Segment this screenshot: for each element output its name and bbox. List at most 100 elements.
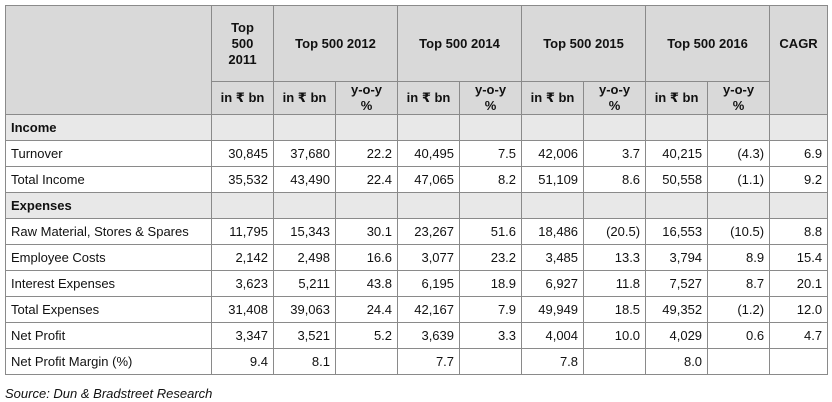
financial-table-container: Top 500 2011 Top 500 2012 Top 500 2014 T…: [5, 5, 829, 375]
table-cell: 8.8: [769, 218, 829, 245]
header-row-years: Top 500 2011 Top 500 2012 Top 500 2014 T…: [5, 5, 829, 82]
table-cell: 40,495: [397, 140, 461, 167]
table-row: Total Income 35,532 43,490 22.4 47,065 8.2 51,…: [5, 166, 829, 193]
table-row: Raw Material, Stores & Spares 11,795 15,34…: [5, 218, 829, 245]
section-title: Income: [5, 114, 212, 141]
table-cell: 15,343: [273, 218, 336, 245]
table-cell: 11.8: [583, 270, 647, 297]
table-cell: 49,949: [521, 296, 585, 323]
header-year-2012: Top 500 2012: [272, 5, 399, 82]
table-cell: (1.2): [707, 296, 771, 323]
header-cagr: CAGR: [769, 5, 829, 82]
financial-summary-table: Top 500 2011 Top 500 2012 Top 500 2014 T…: [5, 5, 829, 375]
table-cell: (4.3): [707, 140, 771, 167]
table-cell: 23.2: [459, 244, 523, 271]
table-cell: 6,927: [521, 270, 585, 297]
table-row: Turnover 30,845 37,680 22.2 40,495 7.5 42,006 3…: [5, 140, 829, 167]
section-empty-cell: [459, 192, 523, 219]
section-row: Expenses: [5, 192, 829, 219]
table-cell: 35,532: [211, 166, 274, 193]
table-cell: 7.8: [521, 348, 585, 375]
section-title: Expenses: [5, 192, 212, 219]
section-empty-cell: [769, 192, 829, 219]
table-cell: 39,063: [273, 296, 336, 323]
table-cell: 3.3: [459, 322, 523, 349]
section-empty-cell: [583, 192, 647, 219]
table-row: Net Profit 3,347 3,521 5.2 3,639 3.3 4,004 10.0…: [5, 322, 829, 349]
section-empty-cell: [397, 192, 461, 219]
table-cell: 42,006: [521, 140, 585, 167]
table-cell: [334, 348, 399, 375]
row-label: Turnover: [5, 140, 212, 167]
source-note: Source: Dun & Bradstreet Research: [5, 386, 213, 401]
row-label: Net Profit Margin (%): [5, 348, 212, 375]
section-empty-cell: [521, 114, 585, 141]
section-empty-cell: [273, 114, 336, 141]
section-empty-cell: [521, 192, 585, 219]
table-row: Total Expenses 31,408 39,063 24.4 42,167 7.9 4…: [5, 296, 829, 323]
table-cell: 23,267: [397, 218, 461, 245]
table-cell: [769, 348, 829, 375]
table-cell: 8.7: [707, 270, 771, 297]
section-empty-cell: [397, 114, 461, 141]
table-cell: [707, 348, 771, 375]
table-cell: 3,639: [397, 322, 461, 349]
table-cell: 8.9: [707, 244, 771, 271]
section-empty-cell: [769, 114, 829, 141]
section-empty-cell: [645, 192, 709, 219]
section-empty-cell: [645, 114, 709, 141]
header-corner: [5, 5, 212, 82]
table-cell: 37,680: [273, 140, 336, 167]
table-row: Interest Expenses 3,623 5,211 43.8 6,195 18.9…: [5, 270, 829, 297]
row-label: Total Income: [5, 166, 212, 193]
yoy-header: y-o-y%: [459, 81, 523, 115]
section-empty-cell: [583, 114, 647, 141]
yoy-header: y-o-y%: [334, 81, 399, 115]
table-cell: 7.5: [459, 140, 523, 167]
table-cell: 9.4: [211, 348, 274, 375]
unit-header: in ₹ bn: [273, 81, 336, 115]
table-cell: 8.0: [645, 348, 709, 375]
table-cell: 5.2: [334, 322, 399, 349]
row-label: Interest Expenses: [5, 270, 212, 297]
header-row-units: in ₹ bn in ₹ bn y-o-y% in ₹ bn y-o-y% in…: [5, 81, 829, 115]
table-cell: 3,623: [211, 270, 274, 297]
table-cell: 43.8: [334, 270, 399, 297]
table-cell: [583, 348, 647, 375]
section-row: Income: [5, 114, 829, 141]
yoy-header: y-o-y%: [707, 81, 771, 115]
section-empty-cell: [707, 192, 771, 219]
table-cell: 47,065: [397, 166, 461, 193]
table-cell: 22.2: [334, 140, 399, 167]
table-cell: 22.4: [334, 166, 399, 193]
unit-header: in ₹ bn: [521, 81, 585, 115]
table-cell: 5,211: [273, 270, 336, 297]
section-empty-cell: [211, 192, 274, 219]
table-cell: (20.5): [583, 218, 647, 245]
table-cell: [459, 348, 523, 375]
table-cell: (10.5): [707, 218, 771, 245]
section-empty-cell: [459, 114, 523, 141]
table-cell: 50,558: [645, 166, 709, 193]
table-cell: 13.3: [583, 244, 647, 271]
table-cell: 0.6: [707, 322, 771, 349]
header-year-2011: Top 500 2011: [211, 5, 274, 82]
table-cell: 7.7: [397, 348, 461, 375]
table-cell: 10.0: [583, 322, 647, 349]
table-cell: 51,109: [521, 166, 585, 193]
header-year-2016: Top 500 2016: [645, 5, 771, 82]
table-cell: 7,527: [645, 270, 709, 297]
table-row: Net Profit Margin (%) 9.4 8.1 7.7 7.8 8.0: [5, 348, 829, 375]
table-cell: 6,195: [397, 270, 461, 297]
unit-header: in ₹ bn: [397, 81, 461, 115]
row-label: Raw Material, Stores & Spares: [5, 218, 212, 245]
table-cell: 8.1: [273, 348, 336, 375]
unit-header: in ₹ bn: [211, 81, 274, 115]
unit-header: in ₹ bn: [645, 81, 709, 115]
table-cell: 4.7: [769, 322, 829, 349]
table-body: Income Turnover 30,845 37,680 22.2 40,495 7.5 4…: [5, 114, 829, 375]
table-cell: (1.1): [707, 166, 771, 193]
table-cell: 40,215: [645, 140, 709, 167]
table-cell: 30,845: [211, 140, 274, 167]
table-cell: 3,347: [211, 322, 274, 349]
